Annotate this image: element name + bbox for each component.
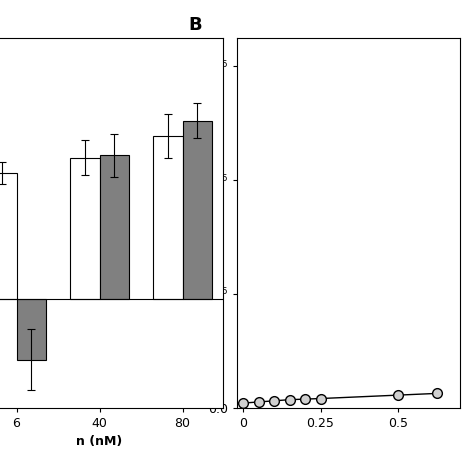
Bar bbox=[17, 299, 46, 360]
Text: B: B bbox=[188, 16, 201, 34]
Bar bbox=[71, 157, 100, 299]
Bar bbox=[0, 173, 17, 299]
Bar bbox=[154, 136, 182, 299]
Bar bbox=[100, 155, 128, 299]
Bar bbox=[182, 120, 211, 299]
X-axis label: n (nM): n (nM) bbox=[76, 435, 123, 448]
Y-axis label: Mean PL intensity (au): Mean PL intensity (au) bbox=[156, 153, 169, 293]
